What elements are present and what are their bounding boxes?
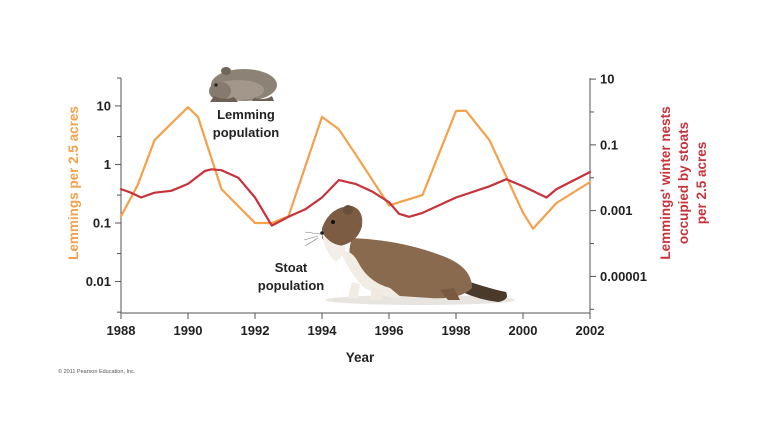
y-right-tick-label: 0.001 <box>600 203 633 218</box>
x-tick-label: 1992 <box>241 323 270 338</box>
y-left-axis-title: Lemmings per 2.5 acres <box>66 106 81 260</box>
y-right-axis-title-line2: occupied by stoats <box>676 122 691 244</box>
x-tick-label: 2000 <box>509 323 538 338</box>
lemming-annotation-line2: population <box>213 125 279 140</box>
lemming-series-line <box>119 106 592 230</box>
y-right-tick-label: 0.00001 <box>600 269 647 284</box>
y-left-tick-label: 1 <box>104 157 111 172</box>
x-tick-label: 1996 <box>375 323 404 338</box>
x-tick-label: 1994 <box>308 323 338 338</box>
y-left-tick-label: 0.01 <box>86 274 111 289</box>
y-left-tick-label: 0.1 <box>93 215 111 230</box>
y-left-tick-label: 10 <box>97 98 111 113</box>
stoat-annotation-line1: Stoat <box>275 260 308 275</box>
stoat-illustration <box>303 205 515 305</box>
x-tick-label: 1990 <box>174 323 203 338</box>
x-tick-label: 2002 <box>576 323 605 338</box>
y-right-tick-label: 10 <box>600 72 614 87</box>
y-right-axis-title-line3: per 2.5 acres <box>694 142 709 225</box>
y-right-tick-label: 0.1 <box>600 137 618 152</box>
copyright-notice: © 2011 Pearson Education, Inc. <box>58 368 136 375</box>
lemming-illustration <box>209 67 277 102</box>
x-tick-label: 1988 <box>107 323 136 338</box>
y-right-axis-title-line1: Lemmings' winter nests <box>658 106 673 259</box>
x-tick-label: 1998 <box>442 323 471 338</box>
stoat-annotation-line2: population <box>258 278 324 293</box>
x-axis-title: Year <box>346 350 375 365</box>
lemming-annotation-line1: Lemming <box>217 107 275 122</box>
stoat-series-line <box>119 168 592 227</box>
